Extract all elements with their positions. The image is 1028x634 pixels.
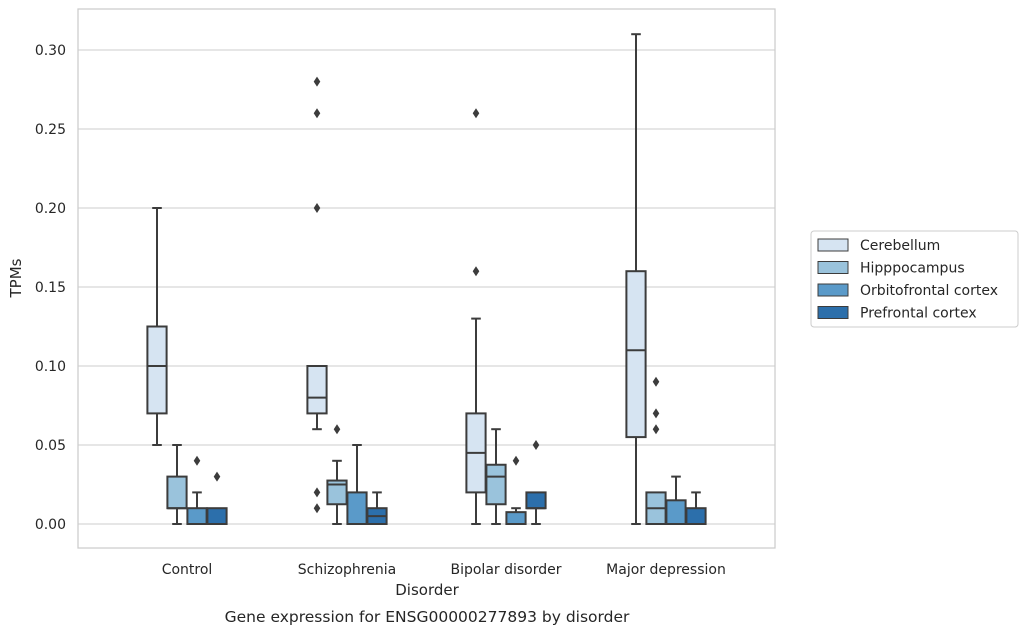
x-axis-label: Disorder <box>395 581 459 599</box>
outlier-point <box>333 424 341 435</box>
outlier-point <box>313 76 321 87</box>
box-body <box>685 507 707 526</box>
outlier-point <box>313 203 321 213</box>
outlier-point <box>313 503 321 514</box>
box-body <box>665 499 687 525</box>
box-body <box>306 365 328 415</box>
plot-frame <box>77 8 776 549</box>
box-orbitofrontal-cortex <box>505 455 527 526</box>
boxes <box>146 33 707 526</box>
y-tick-label: 0.10 <box>35 359 66 375</box>
y-tick-label: 0.25 <box>35 122 66 138</box>
y-tick-label: 0.20 <box>35 201 66 217</box>
box-body <box>525 491 547 510</box>
outlier-point <box>652 376 660 387</box>
box-orbitofrontal-cortex <box>346 444 368 525</box>
box-orbitofrontal-cortex <box>186 455 208 526</box>
x-tick-label: Major depression <box>606 562 726 578</box>
box-body <box>625 270 647 439</box>
outlier-point <box>313 108 321 119</box>
legend-swatch <box>817 306 849 319</box>
outlier-point <box>213 471 221 482</box>
legend-swatch <box>817 283 849 297</box>
chart-caption: Gene expression for ENSG00000277893 by d… <box>225 608 630 626</box>
legend-label: Prefrontal cortex <box>860 306 977 322</box>
legend-swatch <box>817 261 849 274</box>
box-body <box>206 507 228 526</box>
box-body <box>346 491 368 525</box>
box-body <box>146 325 168 415</box>
y-tick-label: 0.05 <box>35 438 66 454</box>
box-prefrontal-cortex <box>206 471 228 526</box>
legend-frame <box>810 230 1019 328</box>
box-prefrontal-cortex <box>685 491 707 526</box>
box-orbitofrontal-cortex <box>665 475 687 525</box>
outlier-point <box>193 455 201 466</box>
box-cerebellum <box>306 76 328 514</box>
y-tick-labels: 0.00 0.05 0.10 0.15 0.20 0.25 0.30 <box>35 43 66 533</box>
box-body <box>166 475 188 510</box>
box-cerebellum <box>465 108 487 525</box>
x-tick-label: Schizophrenia <box>298 562 396 578</box>
outlier-point <box>512 455 520 466</box>
x-tick-label: Control <box>162 562 213 578</box>
box-body <box>505 511 527 526</box>
box-prefrontal-cortex <box>366 491 388 526</box>
box-body <box>186 507 208 526</box>
box-hipppocampus <box>326 424 348 525</box>
legend-swatch <box>817 238 849 252</box>
box-hipppocampus <box>485 428 507 525</box>
box-prefrontal-cortex <box>525 440 547 525</box>
x-tick-label: Bipolar disorder <box>450 562 561 578</box>
y-axis-label: TPMs <box>7 258 25 298</box>
legend-label: Cerebellum <box>860 238 940 254</box>
outlier-point <box>652 408 660 419</box>
y-tick-label: 0.00 <box>35 517 66 533</box>
outlier-point <box>472 266 480 277</box>
outlier-point <box>532 440 540 450</box>
box-hipppocampus <box>166 444 188 525</box>
y-tick-label: 0.15 <box>35 280 66 296</box>
box-cerebellum <box>146 207 168 446</box>
box-body <box>485 463 507 506</box>
outlier-point <box>472 108 480 119</box>
legend-label: Hipppocampus <box>860 261 965 277</box>
y-tick-label: 0.30 <box>35 43 66 59</box>
x-tick-labels: Control Schizophrenia Bipolar disorder Majo… <box>162 562 726 578</box>
legend-label: Orbitofrontal cortex <box>860 283 998 299</box>
outlier-point <box>652 424 660 435</box>
box-cerebellum <box>625 33 647 525</box>
outlier-point <box>313 487 321 498</box>
legend: Cerebellum Hipppocampus Orbitofrontal cort… <box>810 230 1019 328</box>
